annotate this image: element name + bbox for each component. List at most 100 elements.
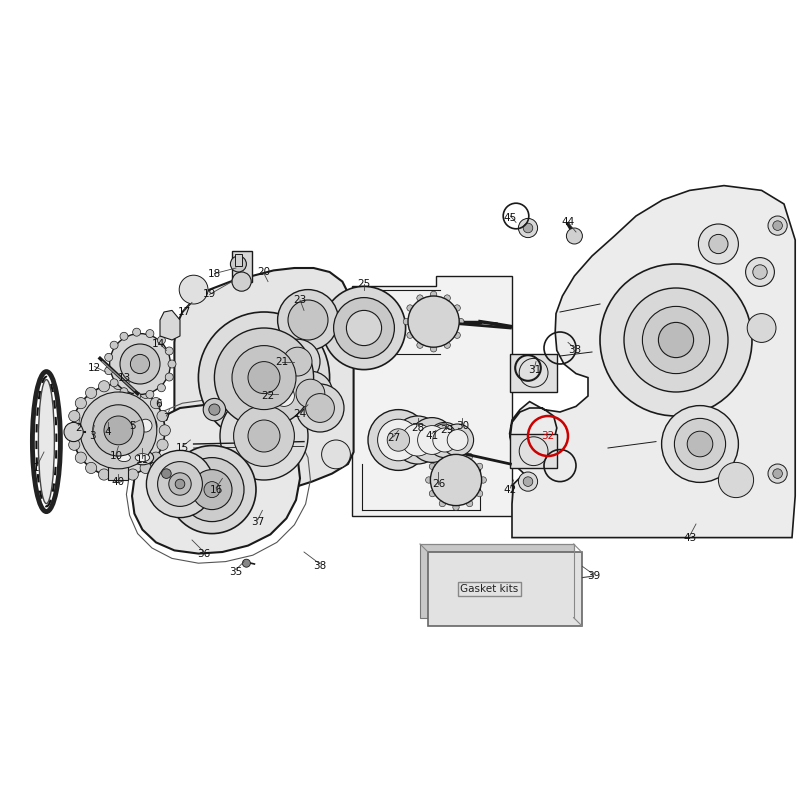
Circle shape (204, 482, 220, 498)
Ellipse shape (118, 454, 130, 462)
Circle shape (674, 418, 726, 470)
Text: 32: 32 (542, 431, 554, 441)
Circle shape (232, 272, 251, 291)
Text: 45: 45 (504, 213, 517, 222)
Circle shape (662, 406, 738, 482)
Polygon shape (174, 268, 354, 494)
Circle shape (768, 464, 787, 483)
Circle shape (753, 265, 767, 279)
Circle shape (157, 410, 168, 422)
Circle shape (346, 310, 382, 346)
Circle shape (66, 425, 78, 436)
Polygon shape (132, 404, 300, 554)
Circle shape (746, 258, 774, 286)
Text: 30: 30 (456, 421, 469, 430)
Text: 41: 41 (426, 431, 438, 441)
Circle shape (417, 342, 423, 348)
Circle shape (110, 341, 118, 349)
Circle shape (275, 339, 320, 384)
Circle shape (64, 422, 83, 442)
Text: 38: 38 (314, 562, 326, 571)
Circle shape (600, 264, 752, 416)
Circle shape (234, 406, 294, 466)
Circle shape (150, 452, 162, 463)
Circle shape (368, 410, 429, 470)
Circle shape (180, 458, 244, 522)
Circle shape (408, 296, 459, 347)
Text: 2: 2 (75, 423, 82, 433)
Circle shape (113, 471, 124, 482)
Circle shape (159, 425, 170, 436)
Circle shape (747, 314, 776, 342)
Circle shape (433, 428, 457, 452)
Ellipse shape (113, 450, 135, 465)
Circle shape (140, 462, 151, 474)
Circle shape (266, 378, 302, 414)
Circle shape (427, 422, 462, 458)
Circle shape (104, 416, 133, 445)
Text: 44: 44 (562, 218, 574, 227)
Circle shape (430, 463, 436, 470)
Circle shape (175, 479, 185, 489)
Circle shape (687, 431, 713, 457)
Circle shape (458, 318, 464, 325)
Bar (108, 466, 128, 480)
Circle shape (518, 218, 538, 238)
Text: 7: 7 (163, 413, 170, 422)
Circle shape (439, 454, 446, 460)
Circle shape (198, 312, 330, 443)
Polygon shape (510, 186, 795, 538)
Text: 21: 21 (275, 357, 288, 366)
Circle shape (306, 394, 334, 422)
Circle shape (168, 446, 256, 534)
Circle shape (130, 354, 150, 374)
Circle shape (410, 418, 454, 462)
Circle shape (407, 332, 414, 338)
Circle shape (158, 384, 166, 392)
Text: 40: 40 (112, 477, 125, 486)
Circle shape (209, 404, 220, 415)
Circle shape (98, 381, 110, 392)
Ellipse shape (82, 422, 98, 438)
Circle shape (110, 334, 170, 394)
Ellipse shape (131, 450, 154, 465)
Circle shape (75, 452, 86, 463)
Text: 42: 42 (504, 485, 517, 494)
Text: 3: 3 (89, 431, 95, 441)
Text: 43: 43 (683, 533, 696, 542)
Circle shape (432, 424, 456, 448)
Circle shape (150, 398, 162, 409)
Ellipse shape (38, 379, 54, 504)
Circle shape (105, 366, 113, 374)
Circle shape (709, 234, 728, 254)
Circle shape (566, 228, 582, 244)
Circle shape (120, 332, 128, 340)
Circle shape (214, 328, 314, 427)
Bar (510, 354, 557, 392)
Circle shape (98, 469, 110, 480)
Circle shape (296, 379, 325, 408)
Polygon shape (352, 276, 512, 516)
Circle shape (248, 362, 280, 394)
Circle shape (158, 462, 202, 506)
Text: 14: 14 (152, 339, 165, 349)
Text: 18: 18 (208, 269, 221, 278)
Circle shape (203, 398, 226, 421)
Text: Gasket kits: Gasket kits (461, 584, 518, 594)
Circle shape (120, 388, 128, 396)
Circle shape (133, 392, 141, 400)
Text: 6: 6 (155, 399, 162, 409)
Circle shape (442, 424, 474, 456)
Circle shape (466, 454, 473, 460)
Circle shape (146, 390, 154, 398)
Circle shape (447, 430, 468, 450)
Circle shape (146, 450, 214, 518)
Circle shape (698, 224, 738, 264)
Circle shape (417, 295, 423, 302)
Text: 15: 15 (176, 443, 189, 453)
Circle shape (322, 440, 350, 469)
Text: 17: 17 (178, 307, 190, 317)
Text: 37: 37 (251, 517, 264, 526)
Text: 20: 20 (258, 267, 270, 277)
Circle shape (642, 306, 710, 374)
